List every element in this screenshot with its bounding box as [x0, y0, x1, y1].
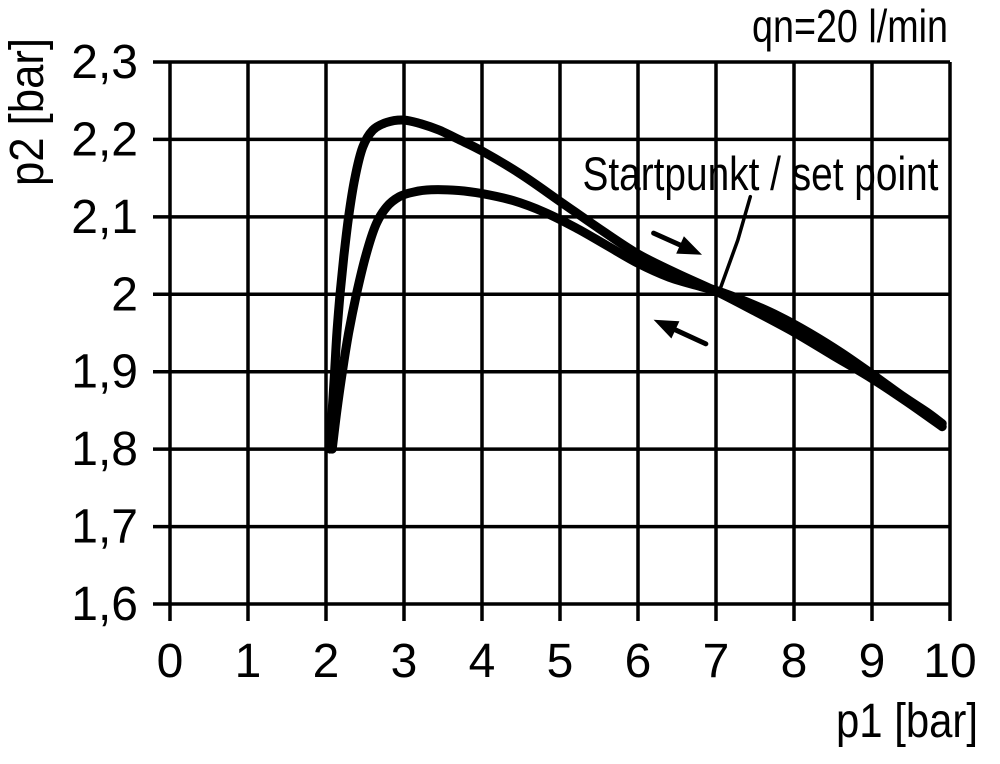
set-point-annotation: Startpunkt / set point — [582, 147, 938, 200]
x-tick-label: 4 — [469, 635, 496, 688]
curve-pressure-falling — [327, 185, 947, 454]
forward-direction-arrow-shaft — [651, 230, 687, 250]
return-direction-arrow-head — [653, 319, 680, 339]
x-axis-label: p1 [bar] — [836, 695, 978, 748]
y-tick-label: 1,6 — [71, 578, 138, 631]
y-tick-label: 1,9 — [71, 346, 138, 399]
x-tick-label: 10 — [923, 635, 976, 688]
x-tick-label: 7 — [703, 635, 730, 688]
y-tick-label: 2,3 — [71, 36, 138, 89]
y-axis-label: p2 [bar] — [1, 38, 54, 186]
annotation-leader-line — [718, 194, 753, 292]
y-tick-label: 2,2 — [71, 113, 138, 166]
x-tick-label: 8 — [781, 635, 808, 688]
x-tick-label: 0 — [157, 635, 184, 688]
x-tick-label: 6 — [625, 635, 652, 688]
flow-rate-label: qn=20 l/min — [752, 0, 948, 52]
y-tick-label: 2,1 — [71, 191, 138, 244]
curve-pressure-rising — [325, 115, 947, 454]
x-tick-label: 2 — [313, 635, 340, 688]
x-tick-label: 1 — [235, 635, 262, 688]
x-tick-label: 5 — [547, 635, 574, 688]
x-tick-label: 3 — [391, 635, 418, 688]
forward-direction-arrow-head — [676, 236, 702, 255]
x-tick-label: 9 — [859, 635, 886, 688]
y-tick-label: 1,8 — [71, 423, 138, 476]
y-tick-label: 2 — [111, 268, 138, 321]
y-tick-label: 1,7 — [71, 501, 138, 554]
return-direction-arrow-shaft — [669, 325, 709, 347]
